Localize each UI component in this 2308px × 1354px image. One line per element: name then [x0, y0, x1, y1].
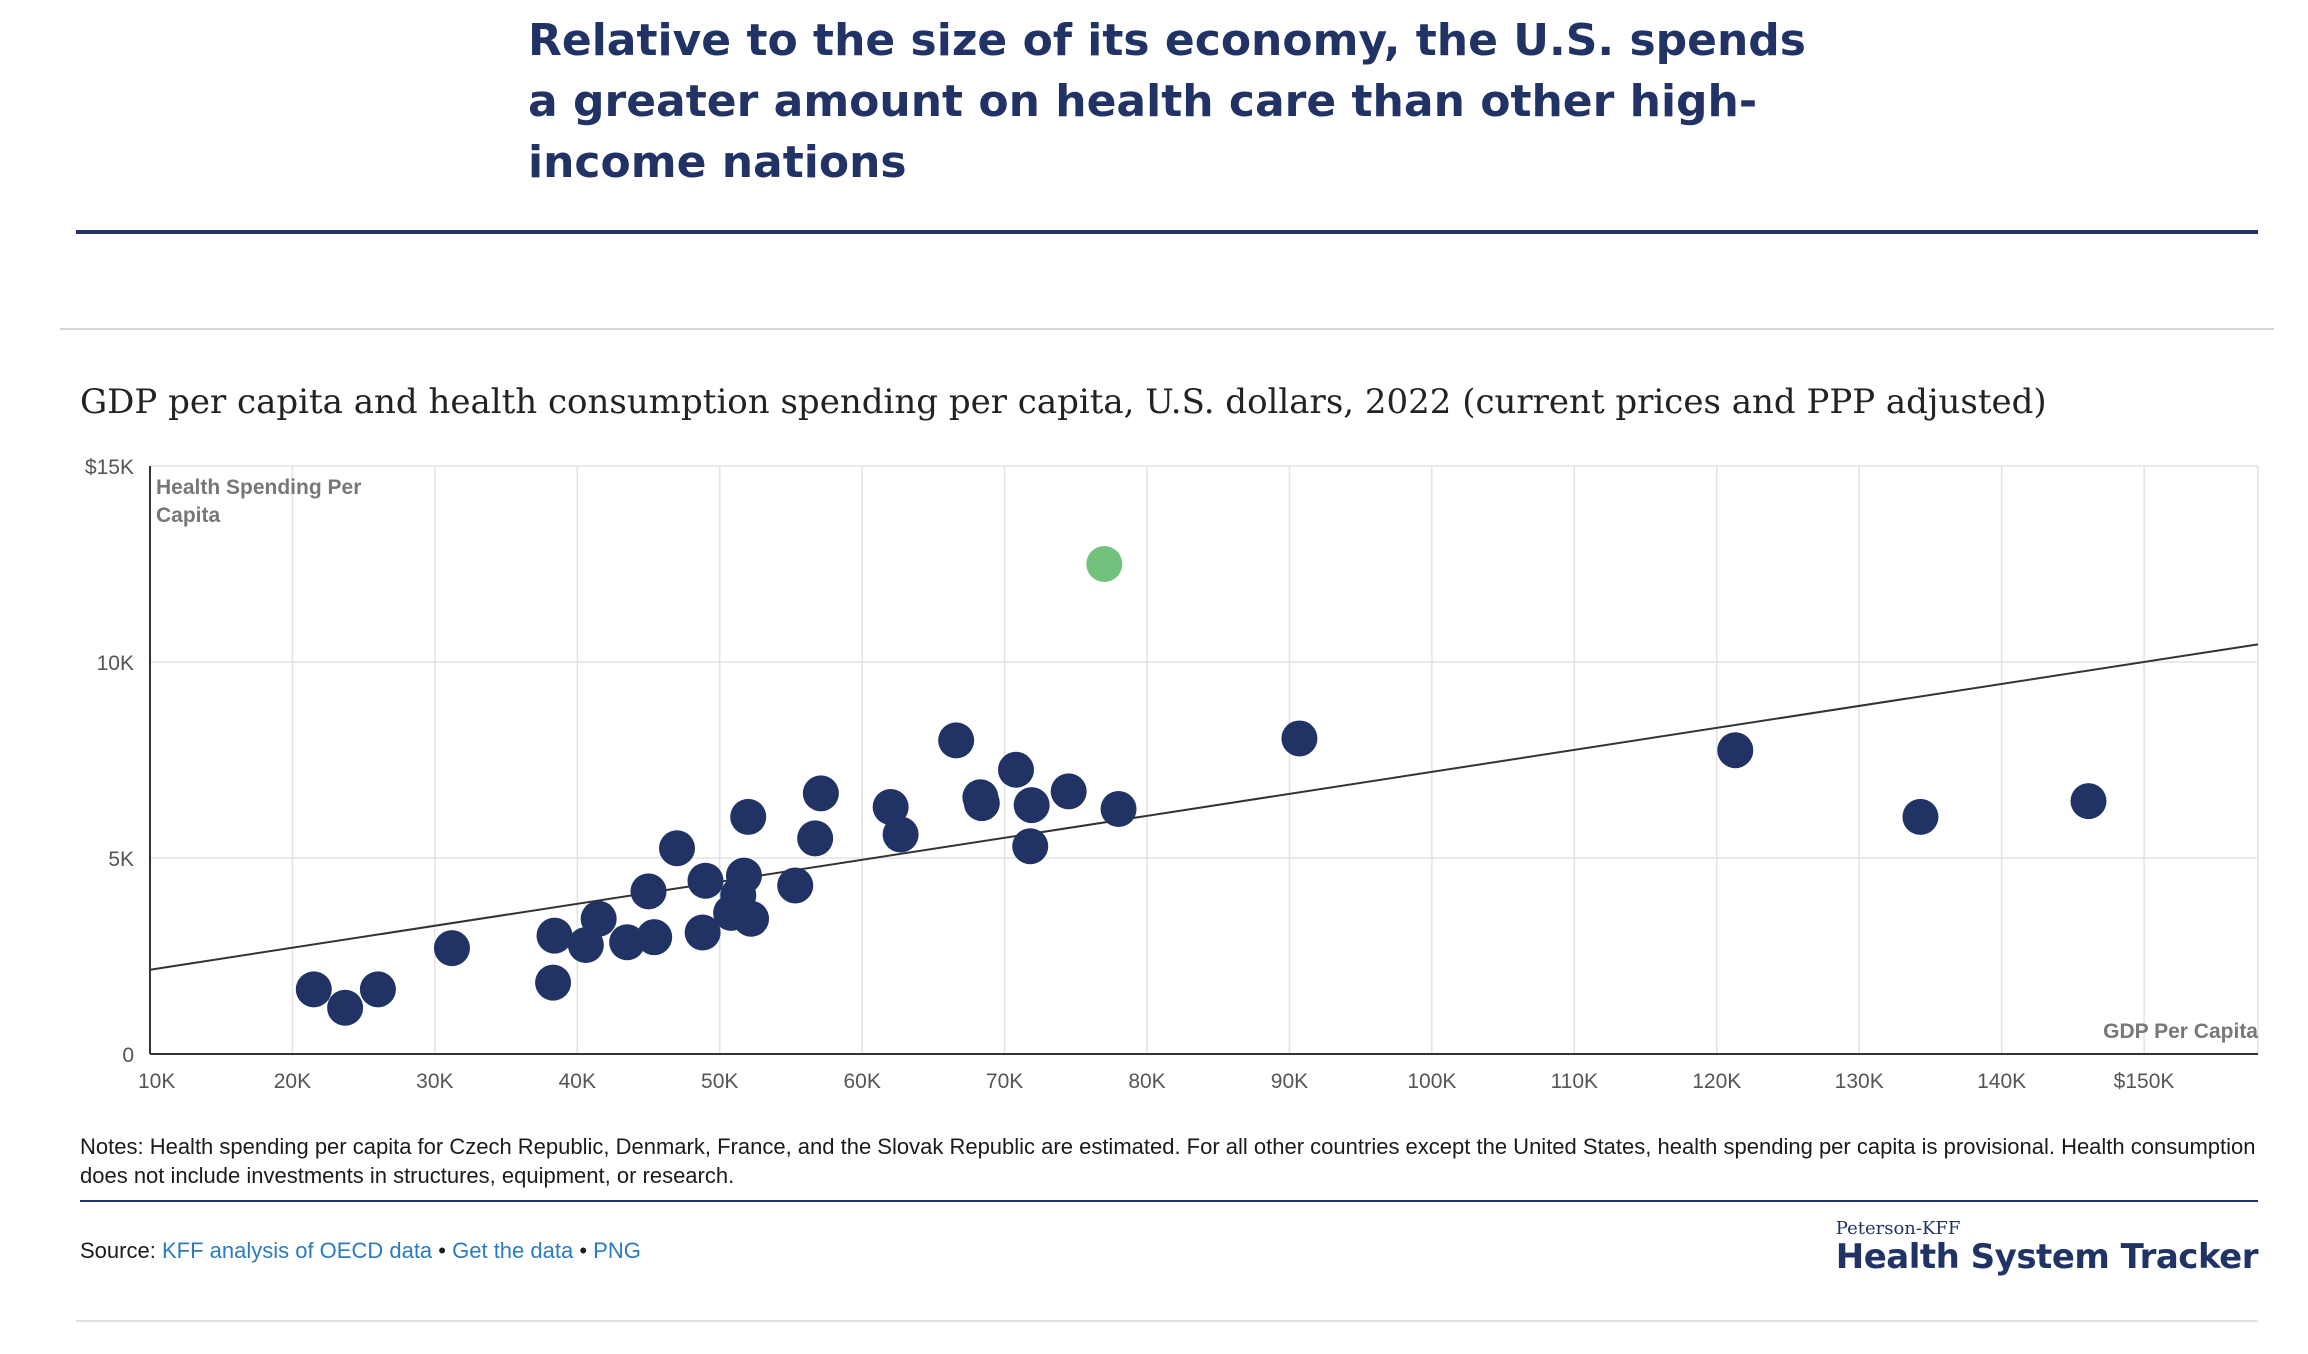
section-divider [60, 328, 2274, 330]
data-point-highlight [1086, 546, 1123, 582]
brand-logo[interactable]: Peterson-KFF Health System Tracker [1835, 1218, 2259, 1277]
data-point [1050, 773, 1087, 810]
data-point [630, 873, 667, 910]
trendline [149, 643, 2259, 971]
scatter-chart: 10K 20K 30K 40K 50K 60K 70K 80K 90K 100K 110K 120K 1… [85, 456, 2259, 1093]
x-tick-label: 130K [1835, 1070, 1884, 1093]
source-separator-2: • [579, 1238, 588, 1263]
chart-notes: Notes: Health spending per capita for Cz… [80, 1134, 2256, 1188]
data-point [536, 917, 573, 954]
y-tick-label: 0 [122, 1044, 134, 1067]
data-point [730, 798, 767, 835]
data-point [433, 930, 470, 967]
x-tick-label: 70K [986, 1070, 1023, 1093]
headline-divider [76, 230, 2258, 234]
data-point [684, 914, 721, 951]
x-tick-label: 100K [1407, 1070, 1456, 1093]
data-point [797, 820, 834, 857]
brand-top-text: Peterson-KFF [1835, 1218, 1961, 1239]
grid-lines [150, 465, 2259, 1054]
headline: Relative to the size of its economy, the… [528, 15, 1806, 188]
data-point [659, 830, 695, 867]
data-point [1012, 828, 1049, 865]
data-point [636, 919, 673, 956]
data-point [359, 971, 396, 1008]
data-point [1013, 787, 1050, 824]
notes-divider [80, 1200, 2258, 1202]
tick-labels: 10K 20K 30K 40K 50K 60K 70K 80K 90K 100K 110K 120K 1… [85, 456, 2258, 1093]
data-point [882, 816, 919, 853]
source-label: Source: [80, 1238, 156, 1263]
trendline-group [149, 643, 2259, 971]
y-axis-title-line: Capita [156, 504, 221, 527]
x-tick-label: 10K [138, 1070, 175, 1093]
x-tick-label: 140K [1977, 1070, 2026, 1093]
y-axis-title-line: Health Spending Per [156, 476, 361, 499]
x-tick-label: 30K [416, 1070, 453, 1093]
data-point [580, 900, 617, 937]
data-point [327, 989, 364, 1026]
x-tick-label: 120K [1692, 1070, 1741, 1093]
x-tick-label: 60K [843, 1070, 880, 1093]
y-tick-label: 5K [108, 848, 134, 871]
source-separator-1: • [438, 1238, 446, 1263]
source-link-oecd[interactable]: KFF analysis of OECD data [161, 1238, 433, 1263]
x-tick-label: 50K [701, 1070, 738, 1093]
get-the-data-link[interactable]: Get the data [452, 1238, 574, 1263]
data-point [295, 971, 332, 1008]
data-point [938, 722, 975, 759]
png-download-link[interactable]: PNG [593, 1238, 641, 1263]
x-tick-label: 40K [559, 1070, 596, 1093]
brand-main-text: Health System Tracker [1835, 1237, 2259, 1277]
x-tick-label: 110K [1551, 1070, 1599, 1093]
axes [149, 466, 2258, 1055]
data-point [963, 785, 1000, 822]
data-point [1717, 732, 1754, 769]
data-points [295, 546, 2107, 1026]
data-point [802, 775, 839, 812]
data-point [872, 789, 909, 826]
data-point [1902, 798, 1939, 835]
data-point [609, 924, 646, 961]
x-tick-label: $150K [2114, 1070, 2175, 1093]
chart-title: GDP per capita and health consumption sp… [80, 382, 2047, 422]
footer-divider [76, 1320, 2258, 1322]
x-tick-label: 20K [274, 1070, 311, 1093]
x-axis-title: GDP Per Capita [2103, 1020, 2258, 1043]
data-point [997, 751, 1034, 788]
data-point [777, 867, 814, 904]
y-tick-label: 10K [97, 652, 134, 675]
source-line: Source: KFF analysis of OECD data • Get … [80, 1238, 641, 1264]
x-tick-label: 80K [1128, 1070, 1165, 1093]
data-point [535, 964, 572, 1001]
data-point [2070, 783, 2107, 820]
x-tick-label: 90K [1271, 1070, 1308, 1093]
y-tick-label: $15K [85, 456, 134, 479]
data-point [725, 857, 762, 894]
data-point [733, 900, 770, 937]
data-point [1281, 720, 1318, 757]
y-axis-title: Health Spending Per Capita [156, 476, 361, 527]
data-point [687, 862, 724, 899]
data-point [1100, 791, 1137, 827]
